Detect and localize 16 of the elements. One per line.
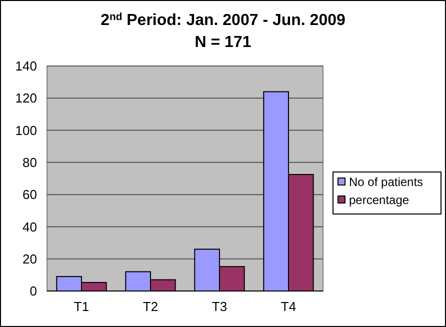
chart-title: 2$^{nd}$ Period: Jan. 2007 - Jun. 2009: [100, 12, 346, 29]
y-tick-label: 0: [30, 284, 37, 299]
y-tick-label: 100: [15, 122, 37, 138]
x-tick-label: T4: [280, 299, 296, 314]
y-tick-label: 60: [22, 187, 37, 202]
y-tick-label: 140: [15, 58, 37, 74]
legend-label: percentage: [349, 193, 410, 207]
y-tick-label: 80: [22, 154, 37, 170]
chart-subtitle: N = 171: [194, 34, 252, 51]
x-tick-label: T3: [212, 299, 228, 314]
y-tick-label: 40: [22, 219, 37, 234]
x-tick-label: T1: [74, 299, 90, 314]
y-tick-label: 20: [22, 251, 37, 266]
legend-label: No of patients: [349, 175, 424, 189]
x-tick-label: T2: [142, 299, 158, 314]
y-tick-label: 120: [15, 90, 37, 106]
